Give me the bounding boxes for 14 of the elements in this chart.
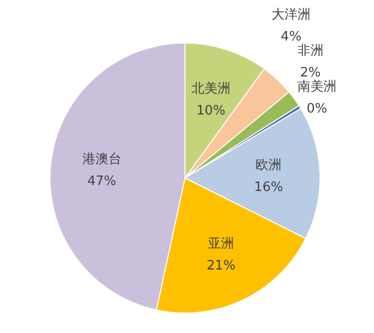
slice-label: 亚洲 — [208, 236, 234, 252]
slice-label: 北美洲 — [191, 80, 230, 96]
slice-label: 大洋洲 — [272, 8, 311, 23]
slice-label: 南美洲 — [297, 78, 336, 95]
slice-label: 港澳台 — [82, 152, 122, 168]
slice-label: 非洲 — [297, 44, 324, 59]
data-label: 47% — [87, 174, 116, 190]
slice-label: 欧洲 — [256, 158, 282, 173]
data-label: 21% — [206, 258, 236, 274]
data-label: 10% — [196, 103, 226, 118]
data-label: 2% — [300, 66, 321, 81]
data-label: 0% — [306, 102, 328, 117]
data-label: 16% — [254, 180, 284, 195]
data-label: 4% — [280, 30, 302, 45]
